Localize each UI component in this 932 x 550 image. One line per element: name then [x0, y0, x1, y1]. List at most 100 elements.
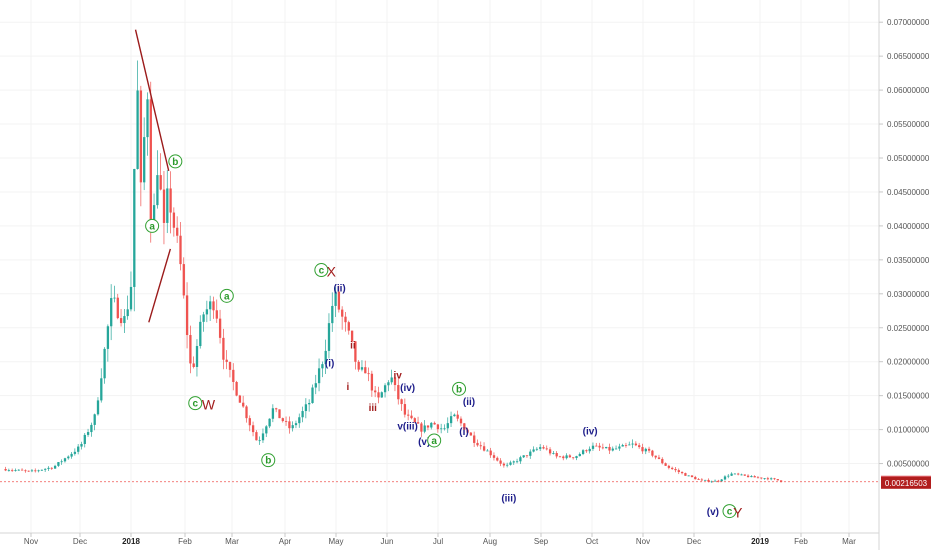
candle-body [327, 323, 331, 351]
candle-body [77, 446, 80, 452]
candle-body [146, 99, 149, 138]
candle-body [341, 309, 344, 317]
candle-body [202, 314, 205, 322]
wave-label-blue: (i) [325, 358, 334, 369]
candle-body [67, 456, 70, 459]
candle-body [235, 381, 238, 396]
candle-body [185, 295, 189, 336]
wave-label-circle [188, 396, 203, 411]
candle-body [60, 461, 63, 463]
trendline [148, 248, 172, 323]
candle-body [37, 470, 40, 472]
y-axis: 0.075000000.070000000.065000000.06000000… [879, 18, 930, 469]
wave-label-green: a [431, 436, 437, 447]
candle-body [228, 361, 232, 370]
wave-label-circle [452, 381, 467, 396]
trendlines [134, 29, 172, 323]
candle-body [110, 298, 113, 327]
wave-label-blue: (iv) [583, 426, 598, 437]
candle-body [360, 367, 364, 370]
candle-body [727, 475, 730, 477]
candle-body [542, 447, 545, 449]
candle-body [479, 445, 482, 447]
candle-body [195, 346, 199, 367]
x-tick-label: Mar [842, 537, 856, 546]
candle-body [255, 432, 258, 441]
candle-body [628, 444, 631, 446]
candle-body [756, 477, 760, 479]
wave-label-red: iv [393, 371, 402, 382]
candle-body [123, 316, 126, 324]
x-tick-label: Nov [24, 537, 38, 546]
x-tick-label: Jun [381, 537, 394, 546]
candle-body [248, 418, 251, 426]
y-tick-label: 0.05000000 [887, 154, 930, 163]
candle-body [611, 448, 614, 451]
candle-body [284, 421, 288, 422]
candle-body [93, 414, 96, 425]
candle-body [430, 422, 433, 428]
candle-body [502, 463, 506, 466]
candle-body [258, 440, 261, 442]
candle-body [443, 428, 446, 430]
wave-label-mixed: v(iii) [397, 422, 418, 433]
candle-body [614, 448, 618, 450]
wave-label-blue: (ii) [333, 284, 345, 295]
candle-body [83, 434, 86, 444]
candle-body [605, 446, 608, 449]
candle-body [512, 461, 515, 463]
candle-body [7, 470, 11, 472]
candle-body [456, 414, 459, 419]
wave-label-green: c [319, 266, 325, 277]
candle-body [608, 446, 611, 451]
candle-body [548, 449, 552, 454]
candle-body [680, 472, 684, 474]
candle-body [737, 473, 740, 475]
wave-label-green: a [149, 221, 155, 232]
candle-body [585, 450, 588, 452]
candle-body [119, 318, 123, 324]
candle-body [199, 321, 202, 347]
candle-body [20, 469, 24, 471]
candle-body [11, 470, 14, 472]
candle-body [446, 423, 449, 429]
candle-body [591, 445, 595, 449]
candle-body [324, 350, 327, 365]
x-axis: Nov Dec 2018 Feb Mar Apr May Jun Jul Aug Sep Oct Nov… [24, 533, 856, 546]
trendline [134, 29, 170, 172]
candle-body [578, 454, 581, 457]
wave-label-red: i [347, 382, 350, 393]
y-tick-label: 0.00500000 [887, 460, 930, 469]
candle-body [710, 481, 713, 483]
candle-body [760, 477, 763, 479]
candle-body [126, 309, 129, 317]
x-tick-label: Dec [73, 537, 87, 546]
wave-label-major: W [202, 396, 216, 412]
candle-body [397, 385, 400, 400]
x-tick-label: Jul [433, 537, 443, 546]
candle-body [459, 418, 463, 424]
candle-body [624, 445, 628, 446]
candle-body [601, 447, 605, 449]
candle-body [337, 291, 341, 310]
candle-body [113, 297, 116, 299]
candle-body [733, 473, 737, 475]
wave-label-circle [427, 433, 442, 448]
candle-body [47, 467, 50, 469]
candle-body [156, 175, 159, 206]
wave-label-green: c [192, 399, 198, 410]
candle-body [413, 418, 416, 423]
candle-body [321, 364, 324, 369]
candle-body [667, 465, 671, 468]
candle-body [773, 478, 776, 480]
x-tick-label: 2019 [751, 537, 769, 546]
candle-body [684, 473, 687, 476]
candle-body [407, 414, 410, 416]
candle-body [426, 425, 430, 428]
candle-body [449, 416, 453, 424]
candle-body [436, 424, 440, 430]
candle-body [704, 479, 707, 481]
candle-body [275, 408, 278, 410]
candle-body [331, 305, 334, 324]
